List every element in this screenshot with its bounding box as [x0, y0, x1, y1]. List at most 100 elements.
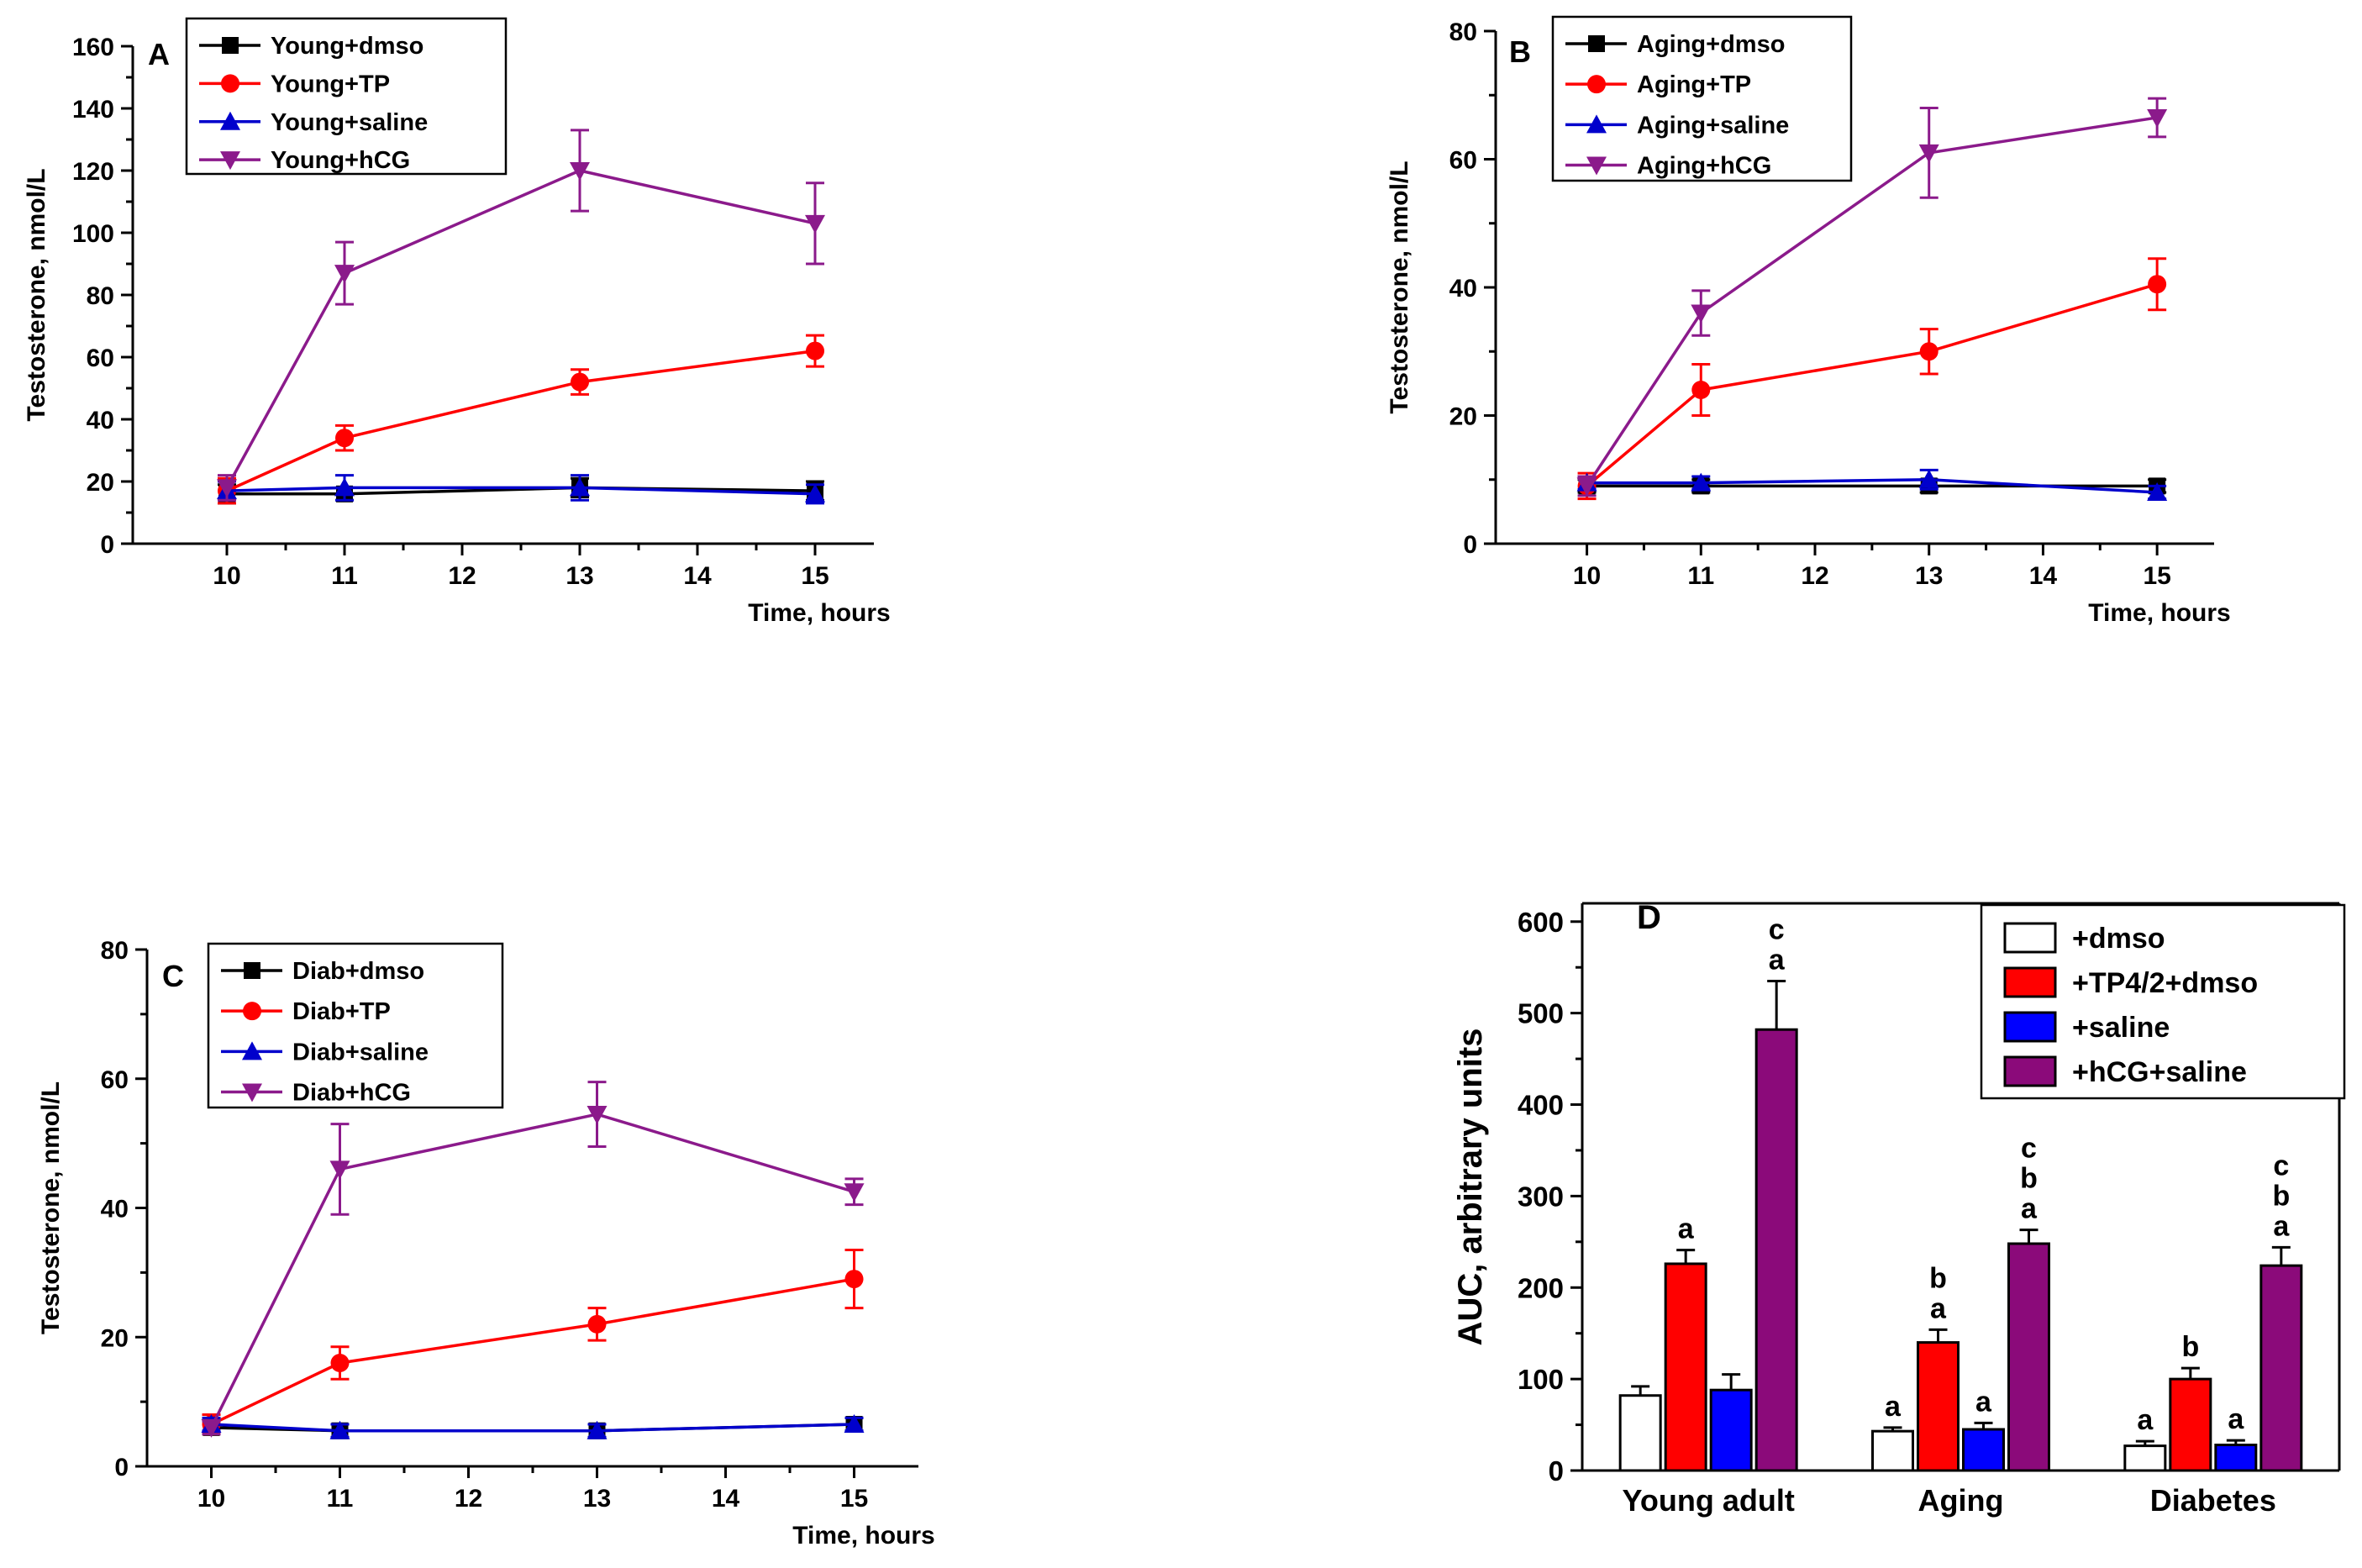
bar	[1664, 1262, 1707, 1472]
data-point	[1691, 472, 1712, 492]
panel-C: 10 11 12 13 14 15 0 20 40 60 80 Time, hours Testoste…	[37, 937, 935, 1550]
data-point	[571, 372, 589, 392]
x-tick-label: 13	[566, 562, 593, 590]
series-saline	[201, 1414, 865, 1439]
y-tick-label: 20	[101, 1324, 129, 1352]
y-tick-label: 400	[1518, 1090, 1564, 1121]
legend-label: Diab+TP	[292, 998, 391, 1025]
x-tick-label: 12	[455, 1485, 482, 1513]
legend-label: Diab+hCG	[292, 1080, 411, 1107]
y-tick-label: 140	[72, 96, 114, 124]
legend-label: Aging+dmso	[1637, 31, 1785, 58]
x-tick-label: 14	[712, 1485, 740, 1513]
series-line	[226, 349, 816, 492]
x-tick-label: 15	[801, 562, 829, 590]
legend-marker	[244, 962, 260, 979]
x-tick-label: 13	[1915, 562, 1943, 590]
bar	[1917, 1341, 1960, 1472]
data-point	[587, 1420, 608, 1439]
significance-label: b	[1929, 1262, 1947, 1294]
y-tick-label: 100	[1518, 1364, 1564, 1395]
legend-label: Diab+dmso	[292, 958, 424, 985]
legend-marker	[220, 111, 240, 130]
data-point	[2147, 482, 2168, 501]
data-point	[1919, 342, 1939, 361]
legend: Aging+dmso Aging+TP Aging+saline Aging+hCG	[1551, 15, 1853, 182]
significance-label: c	[2273, 1150, 2289, 1181]
data-point	[335, 429, 354, 448]
data-point	[1691, 304, 1712, 324]
data-point	[2148, 275, 2167, 294]
bar	[1871, 1429, 1914, 1472]
y-tick-label: 100	[72, 220, 114, 248]
data-point	[1918, 144, 1939, 163]
series-line	[1586, 477, 2158, 494]
data-point	[570, 477, 590, 497]
series-tp	[202, 1248, 864, 1436]
y-axis-label: AUC, arbitrary units	[1452, 1029, 1489, 1346]
series-line	[1586, 282, 2158, 487]
series-tp	[1577, 257, 2167, 501]
x-tick-label: 11	[331, 562, 358, 590]
panel-label: D	[1637, 899, 1661, 936]
significance-label: a	[2273, 1210, 2290, 1242]
legend-label: +hCG+saline	[2072, 1056, 2247, 1088]
legend-marker	[220, 151, 240, 171]
legend-label: Young+TP	[271, 71, 390, 97]
y-tick-label: 0	[114, 1454, 129, 1481]
data-point	[805, 214, 825, 234]
significance-label: a	[1769, 944, 1786, 976]
legend-swatch	[2003, 922, 2057, 954]
series-line	[210, 1277, 855, 1426]
data-point	[806, 341, 824, 360]
legend-label: Diab+saline	[292, 1039, 429, 1066]
legend-marker	[243, 1002, 261, 1021]
panel-A: 10 11 12 13 14 15 0 20 40 60 80 100 120 140 160 Time, h…	[23, 17, 891, 627]
y-tick-label: 300	[1518, 1181, 1564, 1212]
significance-label: c	[1769, 914, 1785, 946]
significance-label: a	[1885, 1391, 1902, 1423]
legend-label: +saline	[2072, 1012, 2170, 1044]
legend-label: Aging+saline	[1637, 112, 1789, 139]
series-line	[209, 1113, 855, 1429]
significance-label: a	[1975, 1386, 1992, 1418]
y-tick-label: 0	[1463, 531, 1477, 559]
legend-marker	[242, 1083, 262, 1102]
y-tick-label: 60	[101, 1066, 129, 1094]
significance-label: a	[1930, 1292, 1947, 1324]
x-tick-label: 15	[840, 1485, 868, 1513]
y-axis-label: Testosterone, nmol/L	[23, 168, 50, 421]
y-tick-label: 60	[87, 345, 114, 372]
y-tick-label: 60	[1449, 147, 1477, 175]
x-tick-label: 12	[1801, 562, 1828, 590]
panel-label: C	[162, 959, 184, 993]
legend: Young+dmso Young+TP Young+saline Young+hCG	[185, 17, 508, 176]
x-axis-label: Time, hours	[748, 599, 890, 627]
significance-label: a	[2137, 1404, 2154, 1436]
legend-marker	[1586, 156, 1607, 176]
bar	[2214, 1444, 2258, 1472]
data-point	[805, 483, 825, 502]
data-point	[570, 162, 590, 181]
bar	[2259, 1264, 2303, 1472]
significance-label: a	[2228, 1403, 2244, 1435]
data-point	[1918, 469, 1939, 488]
data-point	[844, 1414, 865, 1434]
y-tick-label: 20	[87, 469, 114, 497]
x-tick-label: 13	[583, 1485, 611, 1513]
bar	[1754, 1028, 1798, 1472]
legend-marker	[1586, 114, 1607, 134]
data-point	[329, 1160, 350, 1180]
y-tick-label: 120	[72, 158, 114, 186]
data-point	[330, 1354, 350, 1372]
data-point	[329, 1420, 350, 1439]
y-tick-label: 80	[87, 282, 114, 310]
data-point	[217, 479, 237, 498]
legend-swatch	[2003, 966, 2057, 998]
data-point	[844, 1270, 864, 1289]
y-tick-label: 40	[1449, 275, 1477, 303]
legend-label: Young+dmso	[271, 33, 423, 60]
series-hcg	[1576, 97, 2168, 497]
legend-marker	[221, 74, 239, 93]
x-tick-label: 11	[1687, 562, 1714, 590]
